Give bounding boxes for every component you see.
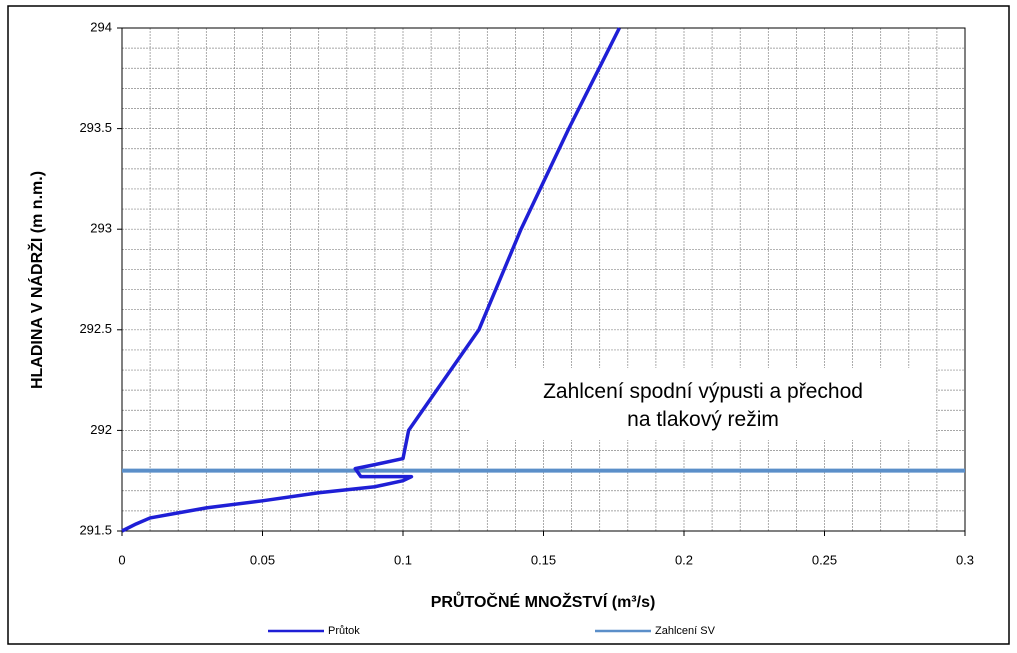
x-tick-label: 0.15 (531, 552, 556, 567)
x-tick-label: 0.25 (812, 552, 837, 567)
chart-frame (7, 5, 1010, 645)
y-tick-label: 292.5 (79, 321, 112, 336)
series-line (121, 27, 621, 533)
x-tick-label: 0.05 (250, 552, 275, 567)
legend-label: Zahlcení SV (655, 625, 716, 637)
x-tick-label: 0.3 (956, 552, 974, 567)
x-tick-label: 0 (118, 552, 125, 567)
x-tick-label: 0.2 (675, 552, 693, 567)
y-tick-label: 293 (90, 221, 112, 236)
x-axis-label: PRŮTOČNÉ MNOŽSTVÍ (m³/s) (431, 591, 656, 611)
y-tick-label: 294 (90, 19, 112, 34)
legend-label: Průtok (328, 625, 360, 637)
annotation-box (470, 368, 936, 440)
y-tick-label: 292 (90, 422, 112, 437)
y-axis-label: HLADINA V NÁDRŽI (m n.m.) (27, 171, 46, 389)
x-tick-label: 0.1 (394, 552, 412, 567)
y-tick-label: 293.5 (79, 120, 112, 135)
y-tick-label: 291.5 (79, 522, 112, 537)
annotation: Zahlcení spodní výpusti a přechod na tlak… (543, 380, 863, 431)
